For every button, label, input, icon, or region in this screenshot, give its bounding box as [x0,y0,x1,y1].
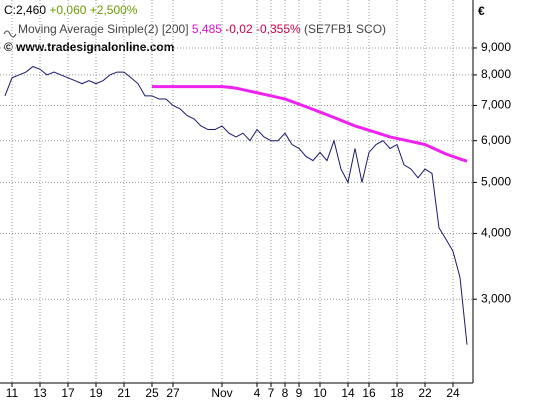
y-tick-label: 9,000 [481,40,511,54]
indicator-icon [3,30,17,38]
x-tick-label: 10 [313,386,327,400]
x-tick-label: Nov [211,386,232,400]
currency: € [478,4,485,18]
symbol: (SE7FB1 SCO) [304,22,386,36]
x-tick-label: 27 [166,386,180,400]
y-tick-label: 7,000 [481,98,511,112]
y-tick-label: 8,000 [481,67,511,81]
x-tick-label: 22 [418,386,432,400]
y-tick-label: 6,000 [481,133,511,147]
x-tick-label: 21 [117,386,131,400]
x-tick-label: 19 [89,386,103,400]
x-tick-label: 18 [390,386,404,400]
x-tick-label: 8 [282,386,289,400]
x-tick-label: 16 [362,386,376,400]
x-tick-label: 4 [254,386,261,400]
x-tick-label: 25 [145,386,159,400]
y-tick-label: 4,000 [481,226,511,240]
price-label: C:2,460 +0,060 +2,500% [4,3,138,17]
x-tick-label: 7 [268,386,275,400]
ma-value: 5,485 [192,22,222,36]
price: C:2,460 [4,3,46,17]
y-tick-label: 3,000 [481,291,511,305]
price-change-pct: +2,500% [90,3,138,17]
x-tick-label: 9 [296,386,303,400]
price-line [152,85,468,163]
ma-name: Moving Average Simple(2) [200] [18,22,189,36]
price-line [4,65,468,345]
x-tick-label: 24 [446,386,460,400]
x-tick-label: 11 [6,386,19,400]
ma-change: -0,02 [225,22,253,36]
ma-change-pct: -0,355% [256,22,301,36]
ma-label: Moving Average Simple(2) [200] 5,485 -0,… [18,22,386,36]
source: © www.tradesignalonline.com [4,40,174,54]
price-change: +0,060 [49,3,86,17]
y-tick-label: 5,000 [481,175,511,189]
x-tick-label: 14 [341,386,355,400]
x-tick-label: 17 [61,386,75,400]
x-tick-label: 13 [33,386,47,400]
